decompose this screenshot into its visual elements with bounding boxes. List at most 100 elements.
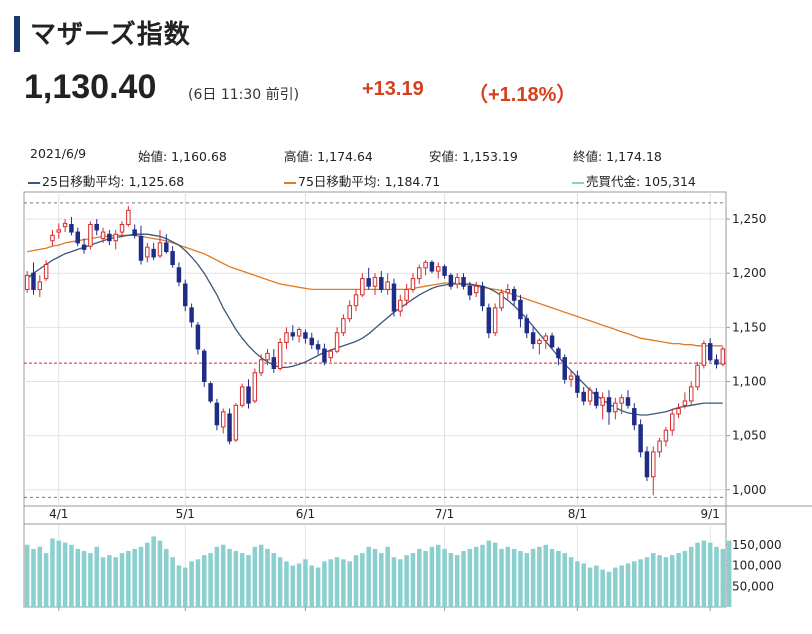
- candle-down: [31, 272, 36, 290]
- volume-bar: [524, 553, 530, 607]
- candle-up: [600, 397, 605, 406]
- candle-down: [303, 332, 308, 339]
- candle-up: [657, 440, 662, 453]
- volume-bar: [657, 555, 662, 607]
- candle-up: [43, 264, 49, 280]
- candle-down: [176, 267, 182, 283]
- candle-up: [537, 339, 542, 345]
- candle-down: [562, 357, 567, 380]
- volume-bar: [69, 544, 74, 607]
- legend-ma75: 75日移動平均: 1,184.71: [284, 171, 440, 190]
- candle-up: [543, 335, 548, 341]
- candle-down: [94, 223, 99, 231]
- candle-down: [524, 318, 530, 334]
- candle-down: [644, 451, 650, 478]
- candle-up: [410, 278, 416, 290]
- volume-bar: [138, 546, 144, 607]
- candle-up: [277, 342, 283, 369]
- volume-bar: [233, 550, 239, 607]
- volume-tick-label: 50,000: [732, 579, 774, 593]
- candle-down: [183, 283, 188, 307]
- ma25-line: [26, 233, 723, 416]
- candle-up: [398, 299, 403, 312]
- candle-down: [429, 261, 435, 272]
- candle-down: [107, 233, 112, 242]
- legend-ma75-swatch: [284, 181, 296, 184]
- volume-bar: [214, 546, 220, 607]
- candle-down: [556, 348, 561, 359]
- volume-bar: [385, 546, 390, 607]
- ohlc-high: 高値: 1,174.64: [284, 149, 373, 164]
- candle-up: [220, 411, 226, 428]
- candle-down: [195, 324, 201, 350]
- candle-down: [202, 350, 207, 382]
- volume-bar: [50, 538, 55, 607]
- x-tick-label: 9/1: [701, 507, 720, 521]
- candle-up: [372, 277, 378, 287]
- volume-bar: [37, 546, 43, 607]
- volume-bar: [568, 557, 574, 607]
- volume-bar: [701, 540, 707, 607]
- candle-down: [132, 229, 137, 236]
- candle-down: [448, 274, 454, 287]
- volume-bar: [315, 567, 321, 607]
- candle-up: [417, 267, 422, 280]
- candle-up: [334, 332, 340, 352]
- volume-bar: [113, 557, 118, 607]
- candle-up: [505, 288, 511, 294]
- volume-bar: [543, 544, 549, 607]
- candle-down: [189, 307, 194, 323]
- candle-down: [75, 231, 80, 244]
- legend-ma75-label: 75日移動平均: 1,184.71: [298, 174, 441, 189]
- volume-tick-label: 150,000: [732, 538, 782, 552]
- candle-up: [328, 350, 333, 359]
- volume-bar: [271, 553, 277, 607]
- candle-down: [638, 424, 643, 453]
- ohlc-date: 2021/6/9: [30, 146, 87, 161]
- candle-down: [486, 307, 492, 334]
- volume-bar: [328, 559, 334, 607]
- candle-up: [252, 372, 258, 402]
- candle-up: [341, 318, 346, 334]
- volume-bar: [56, 540, 62, 607]
- candle-up: [284, 332, 289, 344]
- price-change-pct: （+1.18%）: [468, 84, 577, 106]
- volume-bar: [714, 546, 719, 607]
- candle-up: [347, 305, 352, 320]
- volume-bar: [644, 557, 650, 607]
- volume-bar: [454, 555, 460, 607]
- candle-down: [379, 277, 384, 290]
- candle-down: [290, 332, 296, 337]
- candle-up: [119, 223, 125, 233]
- candle-down: [315, 344, 321, 350]
- current-price: 1,130.40: [24, 68, 157, 106]
- volume-bar: [157, 540, 163, 607]
- volume-bar: [341, 559, 346, 607]
- volume-bar: [151, 536, 156, 607]
- volume-bar: [88, 553, 93, 607]
- volume-bar: [62, 542, 68, 607]
- volume-bar: [505, 546, 511, 607]
- volume-bar: [189, 561, 194, 607]
- candle-down: [442, 266, 447, 276]
- candle-down: [606, 397, 612, 413]
- volume-bar: [227, 548, 232, 607]
- volume-bar: [581, 563, 586, 607]
- volume-bar: [676, 553, 681, 607]
- title-accent-bar: [14, 16, 20, 52]
- volume-tick-label: 100,000: [732, 559, 782, 573]
- page-title: マザーズ指数: [30, 20, 191, 50]
- candle-down: [467, 285, 473, 296]
- volume-bar: [669, 555, 675, 607]
- volume-bar: [94, 546, 100, 607]
- candle-up: [473, 285, 479, 294]
- volume-bar: [164, 548, 169, 607]
- volume-bar: [195, 559, 201, 607]
- volume-bar: [473, 546, 479, 607]
- y-tick-label: 1,200: [732, 266, 766, 280]
- candle-up: [239, 386, 245, 406]
- candle-down: [170, 251, 175, 266]
- volume-bar: [31, 548, 36, 607]
- volume-bar: [366, 546, 371, 607]
- volume-bar: [107, 555, 112, 607]
